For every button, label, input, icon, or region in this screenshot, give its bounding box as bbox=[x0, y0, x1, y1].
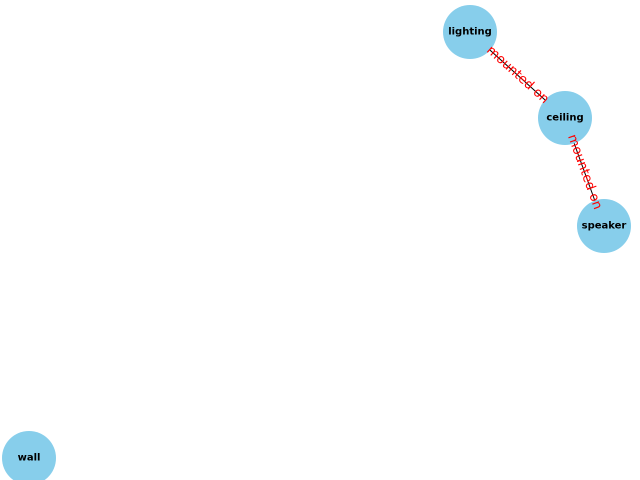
node-circle-wall bbox=[2, 431, 56, 480]
node-label-lighting: lighting bbox=[448, 27, 492, 38]
node-label-speaker: speaker bbox=[582, 221, 627, 232]
node-lighting: lighting bbox=[443, 5, 497, 59]
edge-label-ceiling-speaker: mounted on bbox=[564, 132, 605, 211]
node-label-ceiling: ceiling bbox=[546, 113, 583, 124]
node-wall: wall bbox=[2, 431, 56, 480]
node-label-wall: wall bbox=[18, 453, 41, 464]
node-circle-ceiling bbox=[538, 91, 592, 145]
nodes-layer: lighting ceiling speaker wall bbox=[2, 5, 631, 480]
node-circle-lighting bbox=[443, 5, 497, 59]
node-ceiling: ceiling bbox=[538, 91, 592, 145]
edge-label-lighting-ceiling: mounted on bbox=[483, 43, 551, 107]
node-circle-speaker bbox=[577, 199, 631, 253]
node-speaker: speaker bbox=[577, 199, 631, 253]
